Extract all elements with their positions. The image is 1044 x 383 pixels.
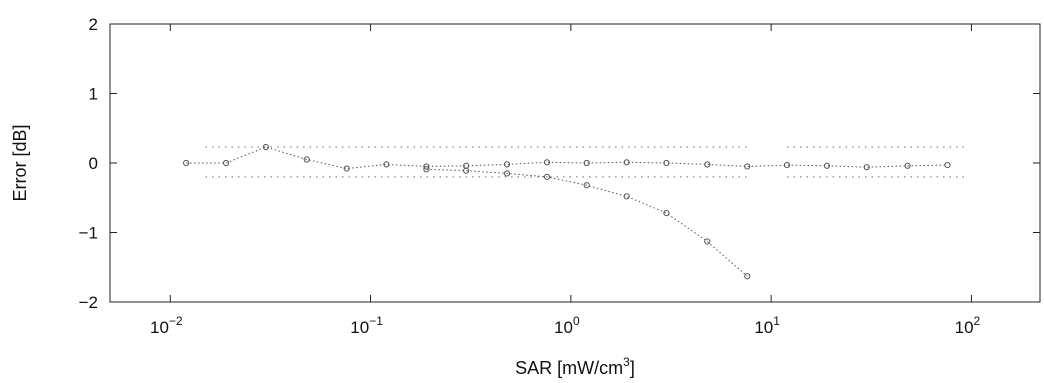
y-tick-label: 2 — [89, 15, 98, 34]
data-point — [704, 161, 711, 168]
data-point — [823, 162, 831, 169]
tolerance-bands — [205, 146, 967, 178]
data-point — [503, 161, 511, 168]
data-point — [944, 161, 951, 169]
data-point — [904, 162, 911, 169]
data-point — [183, 159, 190, 167]
data-point — [663, 209, 670, 217]
data-point — [543, 173, 551, 180]
data-point — [583, 159, 590, 167]
data-point — [623, 159, 630, 166]
data-point — [463, 167, 470, 174]
data-point — [744, 273, 751, 280]
data-point — [704, 238, 711, 245]
data-point — [783, 161, 791, 169]
series-layer — [186, 146, 948, 277]
x-tick-label: 100 — [554, 314, 580, 337]
data-point — [343, 165, 350, 172]
data-point — [663, 159, 670, 167]
x-axis-label: SAR [mW/cm3] — [515, 355, 635, 378]
data-point — [303, 156, 310, 163]
x-tick-label: 101 — [754, 314, 780, 337]
y-tick-label: 1 — [89, 85, 98, 104]
x-tick-label: 10−1 — [350, 314, 383, 337]
x-tick-label: 10−2 — [150, 314, 183, 337]
data-point — [623, 193, 630, 200]
plot-area — [109, 23, 1041, 303]
data-point — [423, 163, 430, 170]
data-point — [223, 159, 230, 167]
data-point — [583, 182, 590, 189]
data-point — [383, 161, 390, 168]
series-line — [186, 146, 948, 170]
data-point — [423, 166, 430, 173]
data-point — [503, 170, 511, 177]
data-point — [744, 163, 751, 170]
data-point — [543, 159, 551, 166]
x-tick-label: 102 — [955, 314, 981, 337]
y-axis-label: Error [dB] — [10, 124, 30, 201]
data-point — [262, 143, 269, 151]
series-line — [426, 168, 748, 277]
y-tick-label: −2 — [79, 293, 98, 312]
data-point — [863, 164, 870, 171]
y-tick-label: 0 — [89, 154, 98, 173]
data-markers — [183, 143, 951, 280]
y-tick-label: −1 — [79, 224, 98, 243]
